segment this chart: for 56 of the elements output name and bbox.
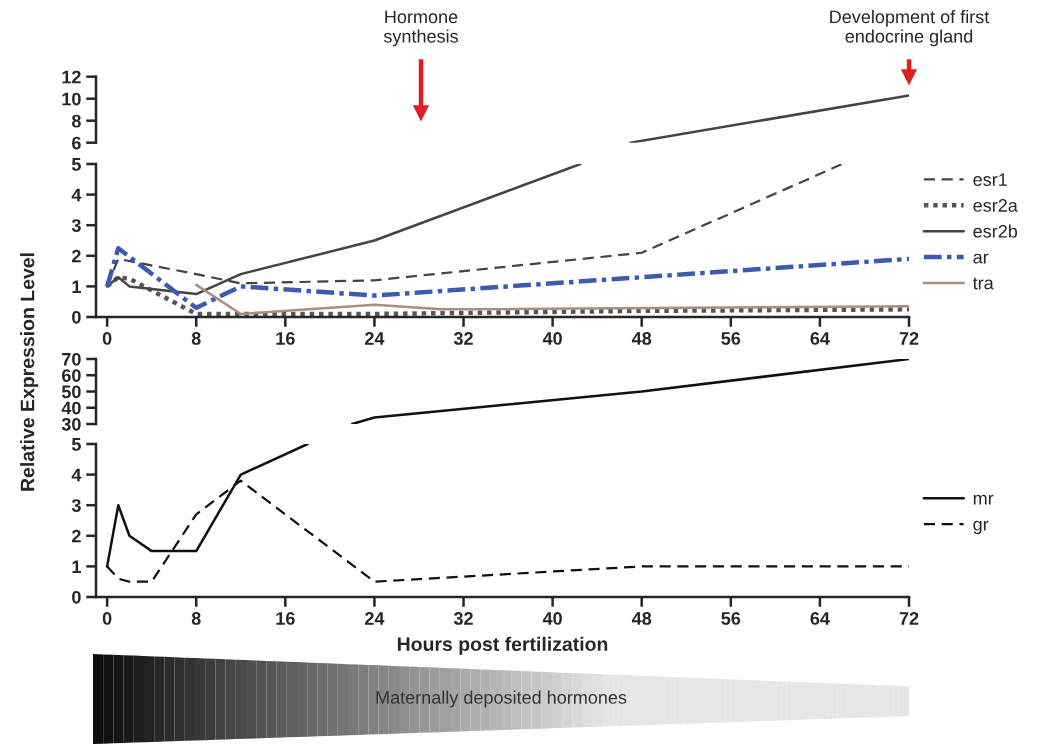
x-tick-label: 8 bbox=[191, 612, 201, 625]
x-tick-label: 56 bbox=[721, 332, 741, 345]
y-tick-label: 10 bbox=[62, 92, 81, 106]
text: Hormone synthesis bbox=[383, 10, 458, 47]
x-tick-label: 64 bbox=[810, 332, 830, 345]
y-tick-label: 0 bbox=[72, 310, 81, 324]
legend-label: esr2b bbox=[973, 224, 1018, 238]
x-tick-label: 56 bbox=[721, 612, 741, 625]
legend-label: tra bbox=[972, 277, 994, 290]
y-tick-label: 5 bbox=[71, 158, 81, 171]
y-tick-label: 12 bbox=[62, 70, 81, 84]
x-tick-label: 24 bbox=[365, 612, 385, 625]
y-tick-label: 30 bbox=[61, 417, 81, 431]
x-tick-label: 40 bbox=[542, 612, 562, 625]
y-tick-label: 8 bbox=[71, 114, 81, 128]
y-tick-label: 60 bbox=[62, 369, 81, 382]
x-tick-label: 16 bbox=[276, 332, 295, 345]
x-tick-label: 48 bbox=[631, 612, 652, 625]
legend-label: gr bbox=[973, 520, 989, 535]
x-tick-label: 0 bbox=[102, 612, 112, 625]
x-tick-label: 40 bbox=[542, 332, 562, 345]
x-tick-label: 24 bbox=[365, 332, 385, 345]
y-tick-label: 4 bbox=[71, 188, 82, 202]
y-tick-label: 1 bbox=[72, 280, 81, 293]
x-tick-label: 64 bbox=[810, 612, 830, 625]
legend-label: esr1 bbox=[973, 173, 1007, 186]
x-axis-title: Hours post fertilization bbox=[397, 636, 608, 655]
y-axis-title: Relative Expression Level bbox=[20, 253, 39, 491]
y-tick-label: 0 bbox=[72, 590, 81, 604]
y-tick-label: 50 bbox=[61, 385, 81, 399]
y-tick-label: 6 bbox=[72, 136, 81, 150]
y-tick-label: 2 bbox=[72, 529, 81, 543]
x-tick-label: 8 bbox=[191, 332, 201, 345]
legend-label: mr bbox=[973, 494, 994, 505]
y-tick-label: 1 bbox=[72, 560, 81, 573]
y-tick-label: 70 bbox=[62, 352, 81, 366]
text: Maternally deposited hormones bbox=[376, 690, 627, 708]
line-series bbox=[194, 283, 909, 316]
x-tick-label: 32 bbox=[453, 612, 473, 625]
y-tick-label: 2 bbox=[72, 249, 81, 263]
legend-label: ar bbox=[973, 253, 989, 264]
x-tick-label: 48 bbox=[631, 332, 652, 345]
line-series bbox=[104, 245, 909, 311]
y-tick-label: 5 bbox=[71, 438, 81, 451]
line-series bbox=[350, 359, 909, 424]
y-tick-label: 4 bbox=[71, 468, 82, 482]
x-tick-label: 72 bbox=[899, 332, 919, 345]
x-tick-label: 16 bbox=[276, 612, 295, 625]
y-tick-label: 3 bbox=[71, 219, 81, 232]
x-tick-label: 72 bbox=[899, 612, 919, 625]
y-tick-label: 3 bbox=[71, 499, 81, 512]
text: Development of first endocrine gland bbox=[830, 10, 990, 47]
x-tick-label: 0 bbox=[102, 332, 112, 345]
y-tick-label: 40 bbox=[61, 401, 81, 415]
x-tick-label: 32 bbox=[453, 332, 473, 345]
legend-label: esr2a bbox=[973, 199, 1018, 212]
